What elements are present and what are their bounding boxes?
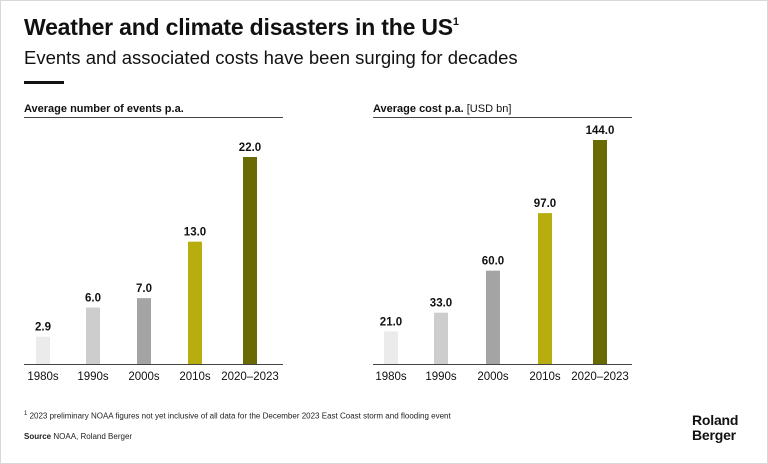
- chart-cost-baseline: [373, 364, 632, 365]
- category-label-2010s: 2010s: [529, 371, 561, 383]
- chart-events-heading: Average number of events p.a.: [24, 103, 184, 115]
- value-label-2020–2023: 22.0: [239, 142, 261, 154]
- value-label-1980s: 2.9: [35, 322, 51, 334]
- chart-cost-heading: Average cost p.a. [USD bn]: [373, 103, 511, 115]
- chart-cost-heading-rule: [373, 117, 632, 118]
- logo-line-2: Berger: [692, 427, 736, 443]
- logo-line-1: Roland: [692, 412, 739, 428]
- category-label-1980s: 1980s: [27, 371, 59, 383]
- bar-2020–2023: [243, 157, 257, 364]
- chart-events-heading-rule: [24, 117, 283, 118]
- chart-events-baseline: [24, 364, 283, 365]
- footnote-text: 2023 preliminary NOAA figures not yet in…: [29, 411, 451, 421]
- figure-subtitle: Events and associated costs have been su…: [24, 47, 518, 68]
- bar-1980s: [36, 336, 50, 364]
- category-label-2000s: 2000s: [477, 371, 509, 383]
- value-label-2020–2023: 144.0: [586, 125, 615, 137]
- title-accent-bar: [24, 81, 64, 84]
- bar-2010s: [538, 213, 552, 364]
- source-line: Source NOAA, Roland Berger: [24, 432, 132, 441]
- bar-1990s: [434, 312, 448, 364]
- source-label: Source: [24, 432, 52, 441]
- category-label-2010s: 2010s: [179, 371, 211, 383]
- category-label-1990s: 1990s: [77, 371, 109, 383]
- value-label-2010s: 97.0: [534, 198, 556, 210]
- source-text: NOAA, Roland Berger: [53, 432, 133, 441]
- category-label-1980s: 1980s: [375, 371, 407, 383]
- value-label-1980s: 21.0: [380, 316, 402, 328]
- bar-1990s: [86, 307, 100, 364]
- chart-cost-title: Average cost p.a.: [373, 103, 464, 115]
- roland-berger-logo: Roland Berger: [692, 413, 738, 443]
- value-label-1990s: 6.0: [85, 293, 101, 305]
- chart-cost-unit: [USD bn]: [466, 103, 512, 115]
- footnote: 1 2023 preliminary NOAA figures not yet …: [24, 411, 451, 421]
- footnote-marker: 1: [24, 411, 28, 417]
- category-label-2000s: 2000s: [128, 371, 160, 383]
- title-footnote-marker: 1: [452, 16, 459, 28]
- value-label-2000s: 60.0: [482, 256, 504, 268]
- value-label-2010s: 13.0: [184, 227, 206, 239]
- category-label-1990s: 1990s: [425, 371, 457, 383]
- bar-2000s: [486, 270, 500, 364]
- figure-title: Weather and climate disasters in the US1: [24, 14, 459, 40]
- value-label-1990s: 33.0: [430, 298, 452, 310]
- bar-1980s: [384, 331, 398, 364]
- bar-2020–2023: [593, 140, 607, 364]
- category-label-2020–2023: 2020–2023: [571, 371, 629, 383]
- bar-2010s: [188, 241, 202, 364]
- bar-2000s: [137, 298, 151, 364]
- category-label-2020–2023: 2020–2023: [221, 371, 279, 383]
- value-label-2000s: 7.0: [136, 283, 152, 295]
- chart-events-title: Average number of events p.a.: [24, 103, 184, 115]
